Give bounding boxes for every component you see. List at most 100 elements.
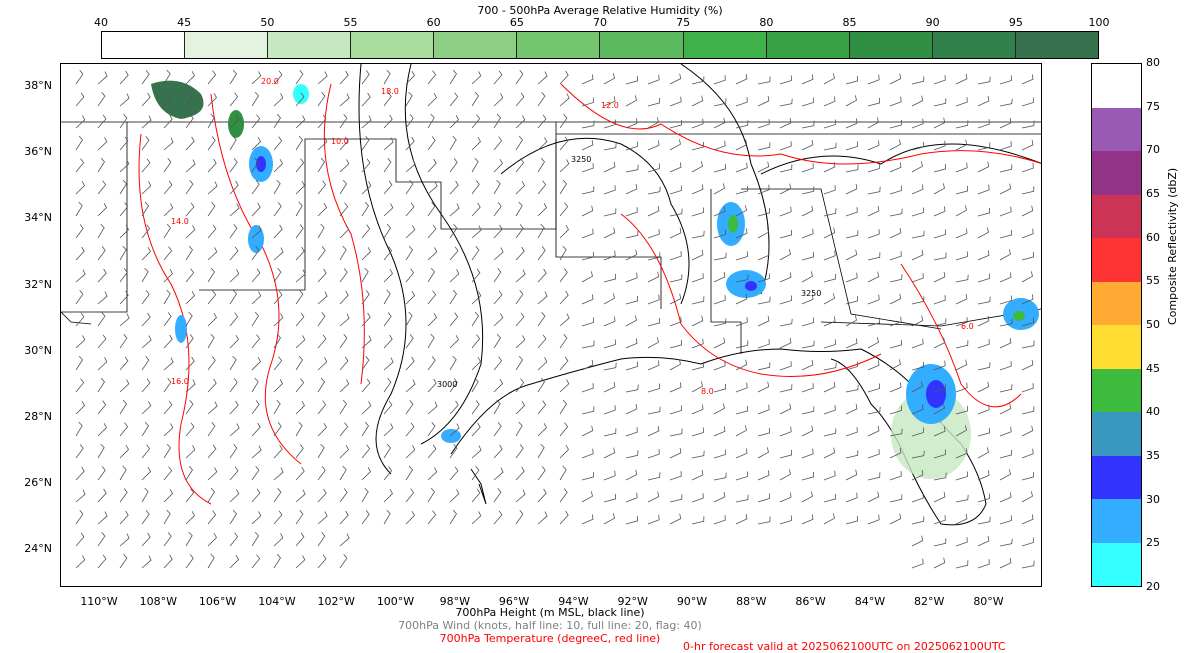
wind-barb bbox=[493, 467, 504, 481]
wind-barb bbox=[779, 515, 792, 525]
wind-barb bbox=[603, 96, 616, 107]
wind-barb bbox=[889, 208, 903, 217]
wind-barb bbox=[515, 466, 525, 481]
wind-barb bbox=[647, 140, 660, 151]
wind-barb bbox=[867, 337, 879, 349]
wind-barb bbox=[515, 355, 524, 371]
wind-barb bbox=[185, 356, 195, 371]
wind-barb bbox=[735, 425, 747, 437]
wind-barb bbox=[119, 179, 128, 195]
wind-barb bbox=[647, 294, 660, 305]
temp-label-16: 16.0 bbox=[171, 377, 189, 386]
wind-barb bbox=[955, 162, 968, 173]
wind-barb bbox=[361, 201, 370, 217]
rh-swatch bbox=[682, 32, 766, 58]
temp-label-10: 10.0 bbox=[331, 137, 349, 146]
wind-barb bbox=[317, 92, 326, 107]
wind-barb bbox=[493, 333, 502, 349]
wind-barb bbox=[933, 515, 946, 525]
wind-barb bbox=[757, 404, 770, 415]
wind-barb bbox=[251, 202, 261, 217]
longitude-label: 82°W bbox=[914, 595, 945, 608]
wind-barb bbox=[339, 422, 349, 437]
wind-barb bbox=[273, 290, 283, 305]
reflectivity-swatch bbox=[1092, 151, 1141, 195]
wind-barb bbox=[75, 224, 84, 239]
wind-barb bbox=[119, 533, 130, 547]
reflectivity-swatch bbox=[1092, 455, 1141, 499]
longitude-label: 84°W bbox=[854, 595, 886, 608]
wind-barb bbox=[845, 249, 858, 261]
wind-barb bbox=[625, 338, 638, 349]
wind-barb bbox=[625, 492, 638, 503]
wind-barb bbox=[97, 554, 107, 569]
wind-barb bbox=[405, 290, 416, 305]
wind-barb bbox=[207, 312, 218, 327]
wind-barb bbox=[229, 378, 238, 393]
longitude-label: 104°W bbox=[258, 595, 296, 608]
wind-barb bbox=[955, 228, 968, 239]
wind-barb bbox=[735, 293, 748, 305]
wind-barb bbox=[977, 76, 991, 85]
wind-barb bbox=[185, 70, 196, 85]
height-contour-3250-mid bbox=[500, 137, 690, 305]
wind-barb bbox=[647, 383, 660, 393]
wind-barb bbox=[273, 333, 282, 349]
wind-barb bbox=[889, 447, 902, 459]
wind-barb bbox=[867, 425, 880, 437]
wind-barb bbox=[295, 510, 304, 525]
wind-barb bbox=[603, 227, 616, 239]
wind-barb bbox=[559, 379, 570, 393]
wind-barb bbox=[933, 557, 946, 569]
wind-barb bbox=[185, 488, 195, 503]
wind-barb bbox=[317, 180, 327, 195]
rh-blob-nm bbox=[151, 80, 204, 119]
wind-barb bbox=[977, 273, 990, 283]
wind-barb bbox=[273, 268, 282, 283]
wind-barb bbox=[977, 119, 990, 129]
wind-barb bbox=[867, 271, 880, 283]
wind-barb bbox=[713, 472, 727, 481]
wind-barb bbox=[361, 246, 372, 261]
wind-barb bbox=[757, 447, 769, 459]
wind-barb bbox=[537, 334, 547, 349]
wind-barb bbox=[603, 208, 617, 217]
wind-barb bbox=[713, 206, 726, 217]
wind-barb bbox=[911, 249, 924, 261]
rh-tick-label: 70 bbox=[593, 16, 607, 29]
latitude-label: 28°N bbox=[24, 410, 52, 423]
wind-barb bbox=[273, 70, 283, 85]
wind-barb bbox=[383, 69, 391, 85]
wind-barb bbox=[471, 114, 481, 129]
wind-barb bbox=[427, 113, 435, 129]
wind-barb bbox=[251, 71, 262, 85]
wind-barb bbox=[383, 312, 392, 327]
wind-barb bbox=[185, 159, 196, 173]
wind-barb bbox=[141, 401, 152, 415]
wind-barb bbox=[163, 423, 174, 437]
wind-barb bbox=[229, 246, 239, 261]
wind-barb bbox=[625, 272, 638, 283]
wind-barb bbox=[207, 356, 216, 371]
wind-barb bbox=[515, 290, 524, 305]
wind-barb bbox=[163, 509, 171, 525]
wind-barb bbox=[295, 269, 306, 283]
wind-barb bbox=[97, 268, 107, 283]
wind-barb bbox=[427, 422, 436, 437]
wind-barb bbox=[405, 136, 415, 151]
wind-barb bbox=[581, 271, 593, 283]
wind-barb bbox=[823, 316, 836, 327]
wind-barb bbox=[163, 92, 172, 107]
wind-barb bbox=[383, 357, 394, 371]
wind-barb bbox=[845, 207, 858, 217]
wind-barb bbox=[603, 142, 617, 151]
wind-barb bbox=[779, 75, 792, 85]
wind-barb bbox=[691, 404, 704, 415]
wind-barb bbox=[999, 272, 1012, 283]
wind-barb bbox=[735, 205, 747, 217]
wind-barb bbox=[845, 492, 858, 503]
wind-barb bbox=[801, 383, 814, 393]
wind-barb bbox=[801, 514, 814, 525]
height-label-3250-b: 3250 bbox=[801, 289, 821, 298]
wind-barb bbox=[713, 515, 726, 525]
